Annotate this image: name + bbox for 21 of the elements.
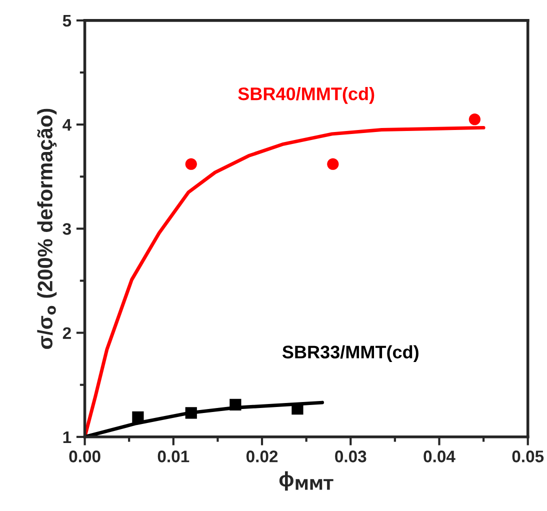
y-tick-label: 2 (62, 327, 71, 339)
y-tick-label: 4 (62, 119, 72, 131)
point (185, 158, 197, 170)
y-tick-label: 1 (63, 431, 72, 443)
y-tick-label: 3 (62, 223, 71, 235)
point (468, 114, 480, 126)
x-tick-label: 0.03 (335, 450, 366, 462)
x-tick-label: 0.05 (512, 450, 544, 462)
point (230, 398, 242, 410)
x-tick-label: 0.00 (69, 450, 100, 462)
text: SBR33/MMT(cd) (282, 345, 418, 362)
y-axis-title: σ/σ$_{o}$ (200% deformação) (37, 108, 57, 349)
point (132, 411, 144, 423)
text: SBR40/MMT(cd) (238, 86, 374, 104)
x-tick-label: 0.02 (246, 450, 278, 462)
point (327, 158, 339, 170)
y-tick-label: 5 (62, 15, 72, 27)
point (185, 407, 197, 419)
x-tick-label: 0.04 (424, 450, 456, 462)
x-tick-label: 0.01 (158, 450, 190, 462)
x-axis-title: ϕ$_{MMT}$ (279, 471, 334, 491)
